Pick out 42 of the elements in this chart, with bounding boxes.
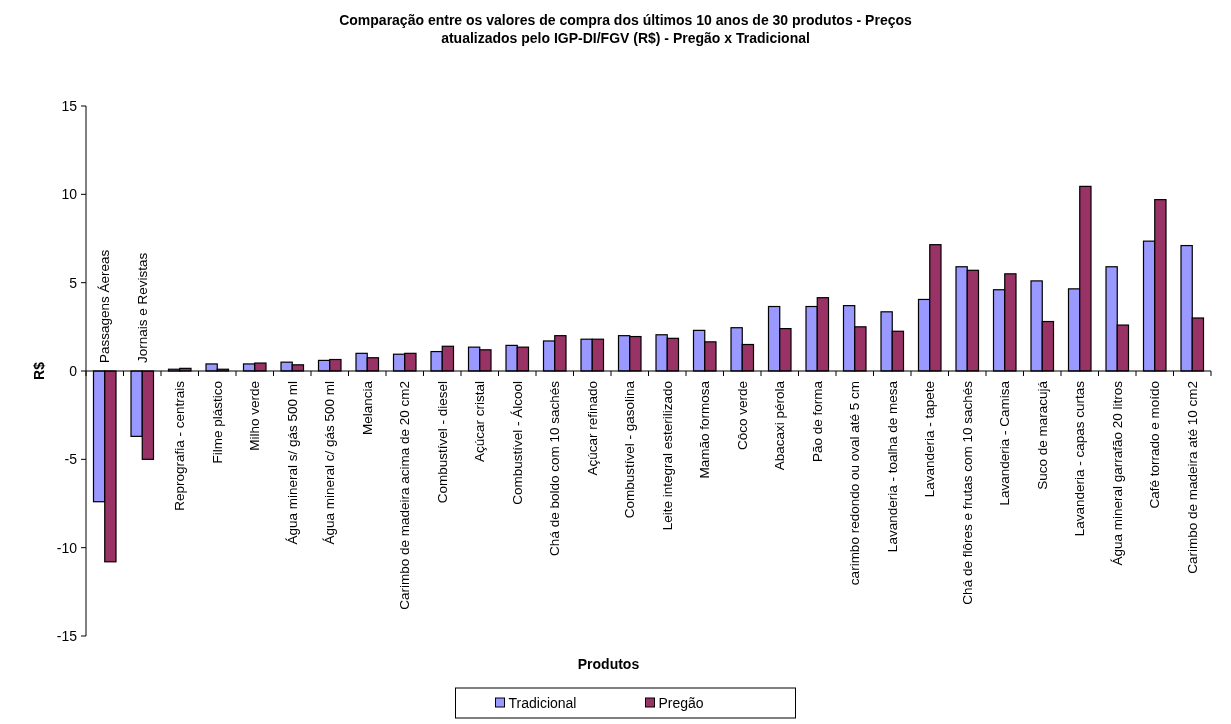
y-tick-label: -10 xyxy=(56,539,78,556)
y-axis-title: R$ xyxy=(31,361,47,380)
y-tick-label: 10 xyxy=(61,186,78,203)
x-tick-label: Lavanderia - capas curtas xyxy=(1072,380,1088,537)
legend-label: Pregão xyxy=(658,694,704,711)
x-axis-title: Produtos xyxy=(577,656,640,672)
y-tick-label: 0 xyxy=(69,362,78,379)
x-tick-label: Melancia xyxy=(359,380,375,436)
x-tick-label: Combustível - diesel xyxy=(434,381,450,504)
x-tick-label: Água mineral c/ gás 500 ml xyxy=(322,381,338,545)
x-tick-label: Lavanderia - toalha de mesa xyxy=(884,380,900,553)
x-tick-label: Abacaxi pérola xyxy=(772,380,788,471)
x-tick-label: Açúcar cristal xyxy=(472,381,488,463)
x-tick-label: Jornais e Revistas xyxy=(134,252,150,363)
x-tick-label: Café torrado e moído xyxy=(1147,381,1163,509)
x-tick-label: Combustível - Álcool xyxy=(509,381,525,505)
x-tick-label: Carimbo de madeira acima de 20 cm2 xyxy=(397,381,413,610)
x-tick-label: Água mineral garrafão 20 litros xyxy=(1109,380,1125,566)
x-tick-label: Água mineral s/ gás 500 ml xyxy=(284,381,300,545)
x-tick-label: Passagens Áereas xyxy=(97,249,113,363)
x-tick-label: Reprografia - centrais xyxy=(172,380,188,511)
x-tick-label: Leite integral esterilizado xyxy=(659,381,675,531)
x-tick-label: Lavanderia - tapete xyxy=(922,381,938,498)
x-tick-label: Chá de boldo com 10 sachés xyxy=(547,380,563,556)
chart-title: Comparação entre os valores de compra dos últimos 10 anos de 30 produtos - Preços atualizados pelo IGP-DI/FGV (R$) - Pregão x Tradicional xyxy=(339,12,913,46)
x-tick-label: Suco de maracujá xyxy=(1034,380,1050,490)
x-tick-label: carimbo redondo ou oval até 5 cm xyxy=(847,381,863,586)
y-tick-label: 15 xyxy=(61,97,78,114)
x-tick-label: Côco verde xyxy=(734,381,750,451)
y-tick-label: 5 xyxy=(69,274,78,291)
legend-label: Tradicional xyxy=(508,694,577,711)
x-tick-label: Pão de forma xyxy=(809,380,825,463)
x-tick-label: Combustível - gasolina xyxy=(622,380,638,519)
y-tick-label: -5 xyxy=(64,451,78,468)
y-tick-label: -15 xyxy=(56,627,78,644)
x-tick-label: Milho verde xyxy=(247,381,263,451)
x-tick-label: Mamão formosa xyxy=(697,380,713,479)
x-tick-label: Filme plástico xyxy=(209,381,225,464)
x-tick-label: Chá de flôres e frutas com 10 sachés xyxy=(959,380,975,605)
x-tick-label: Açúcar refinado xyxy=(584,381,600,476)
x-tick-label: Lavanderia - Camisa xyxy=(997,380,1013,506)
x-tick-label: Carimbo de madeira até 10 cm2 xyxy=(1184,381,1200,574)
